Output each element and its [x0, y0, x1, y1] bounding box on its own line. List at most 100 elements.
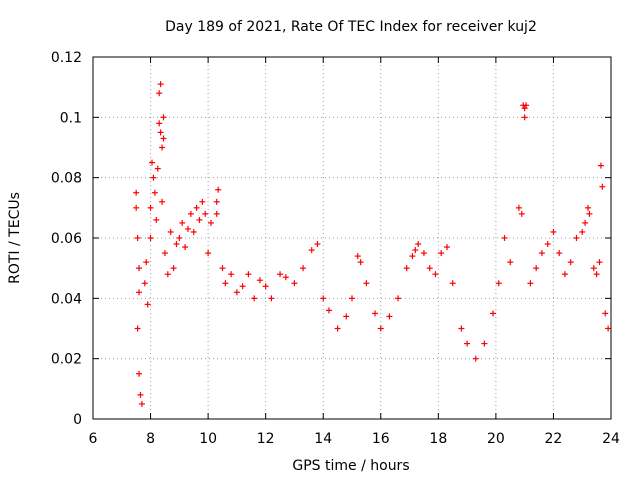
data-point: [605, 325, 612, 332]
data-point: [507, 259, 514, 266]
data-point: [533, 265, 540, 272]
y-tick-label: 0.12: [51, 50, 82, 66]
data-point: [277, 271, 284, 278]
data-point: [523, 102, 530, 109]
data-point: [156, 120, 163, 127]
x-tick-label: 12: [257, 431, 275, 447]
data-point: [515, 204, 522, 211]
data-point: [156, 90, 163, 97]
x-tick-label: 6: [89, 431, 98, 447]
x-tick-label: 14: [314, 431, 332, 447]
data-point: [395, 295, 402, 302]
data-point: [184, 225, 191, 232]
data-point: [187, 210, 194, 217]
data-point: [137, 391, 144, 398]
data-point: [190, 228, 197, 235]
data-point: [160, 135, 167, 142]
data-point: [593, 271, 600, 278]
data-point: [173, 241, 180, 248]
data-point: [349, 295, 355, 302]
data-point: [314, 241, 321, 248]
x-tick-label: 16: [372, 431, 390, 447]
data-point: [599, 183, 606, 190]
data-point: [343, 313, 350, 320]
data-point: [222, 280, 229, 287]
data-point: [363, 280, 370, 287]
data-point: [412, 247, 419, 254]
data-point: [141, 280, 148, 287]
data-point: [164, 271, 171, 278]
data-point: [282, 274, 289, 281]
data-point: [490, 310, 497, 317]
data-point: [464, 340, 471, 347]
data-point: [182, 244, 189, 251]
x-axis-label: GPS time / hours: [292, 458, 409, 474]
data-point: [150, 174, 157, 181]
data-point: [409, 253, 416, 260]
data-point: [148, 159, 155, 166]
data-point: [202, 210, 209, 217]
data-point: [245, 271, 252, 278]
data-point: [521, 114, 528, 121]
data-point: [251, 295, 258, 302]
data-point: [501, 235, 508, 241]
data-point: [133, 204, 140, 211]
data-point: [573, 235, 580, 241]
y-tick-label: 0.04: [51, 291, 82, 307]
data-point: [239, 283, 246, 290]
data-point: [268, 295, 275, 302]
data-point: [518, 210, 525, 217]
data-point: [170, 265, 177, 272]
data-point: [205, 250, 212, 257]
data-point: [357, 259, 364, 266]
x-tick-label: 24: [602, 431, 620, 447]
tick-layer: 6 8 10 12 14 16 18 20 22 24 0 0.02 0.04 0.06 0.08 0.1 0.…: [51, 50, 620, 447]
data-point: [134, 235, 141, 241]
data-point: [527, 280, 534, 287]
data-point: [262, 283, 269, 290]
data-point: [354, 253, 361, 260]
points-layer: [133, 81, 612, 407]
x-tick-label: 20: [487, 431, 505, 447]
y-tick-label: 0: [73, 412, 82, 428]
data-point: [586, 210, 593, 217]
data-point: [219, 265, 226, 272]
data-point: [196, 216, 203, 223]
data-point: [584, 204, 591, 211]
data-point: [153, 216, 160, 223]
data-point: [215, 186, 222, 193]
data-point: [160, 114, 167, 121]
data-point: [438, 250, 445, 257]
data-point: [449, 280, 456, 287]
y-tick-label: 0.06: [51, 231, 82, 247]
data-point: [256, 277, 263, 284]
data-point: [495, 280, 502, 287]
data-point: [308, 247, 315, 254]
data-point: [199, 198, 206, 205]
data-point: [167, 228, 174, 235]
data-point: [426, 265, 433, 272]
data-point: [207, 219, 214, 226]
data-point: [136, 289, 143, 296]
data-point: [590, 265, 597, 272]
data-point: [161, 250, 168, 257]
y-axis-label: ROTI / TECUs: [7, 192, 23, 284]
data-point: [325, 307, 332, 314]
data-point: [233, 289, 240, 296]
chart-title: Day 189 of 2021, Rate Of TEC Index for r…: [165, 19, 537, 35]
data-point: [154, 165, 161, 172]
data-point: [136, 265, 143, 272]
data-point: [159, 198, 166, 205]
data-point: [602, 310, 609, 317]
data-point: [144, 301, 151, 308]
data-point: [550, 228, 557, 235]
data-point: [481, 340, 488, 347]
data-point: [157, 129, 164, 136]
y-tick-label: 0.1: [60, 110, 82, 126]
data-point: [582, 219, 589, 226]
data-point: [556, 250, 563, 257]
data-point: [596, 259, 603, 266]
data-point: [134, 325, 141, 332]
